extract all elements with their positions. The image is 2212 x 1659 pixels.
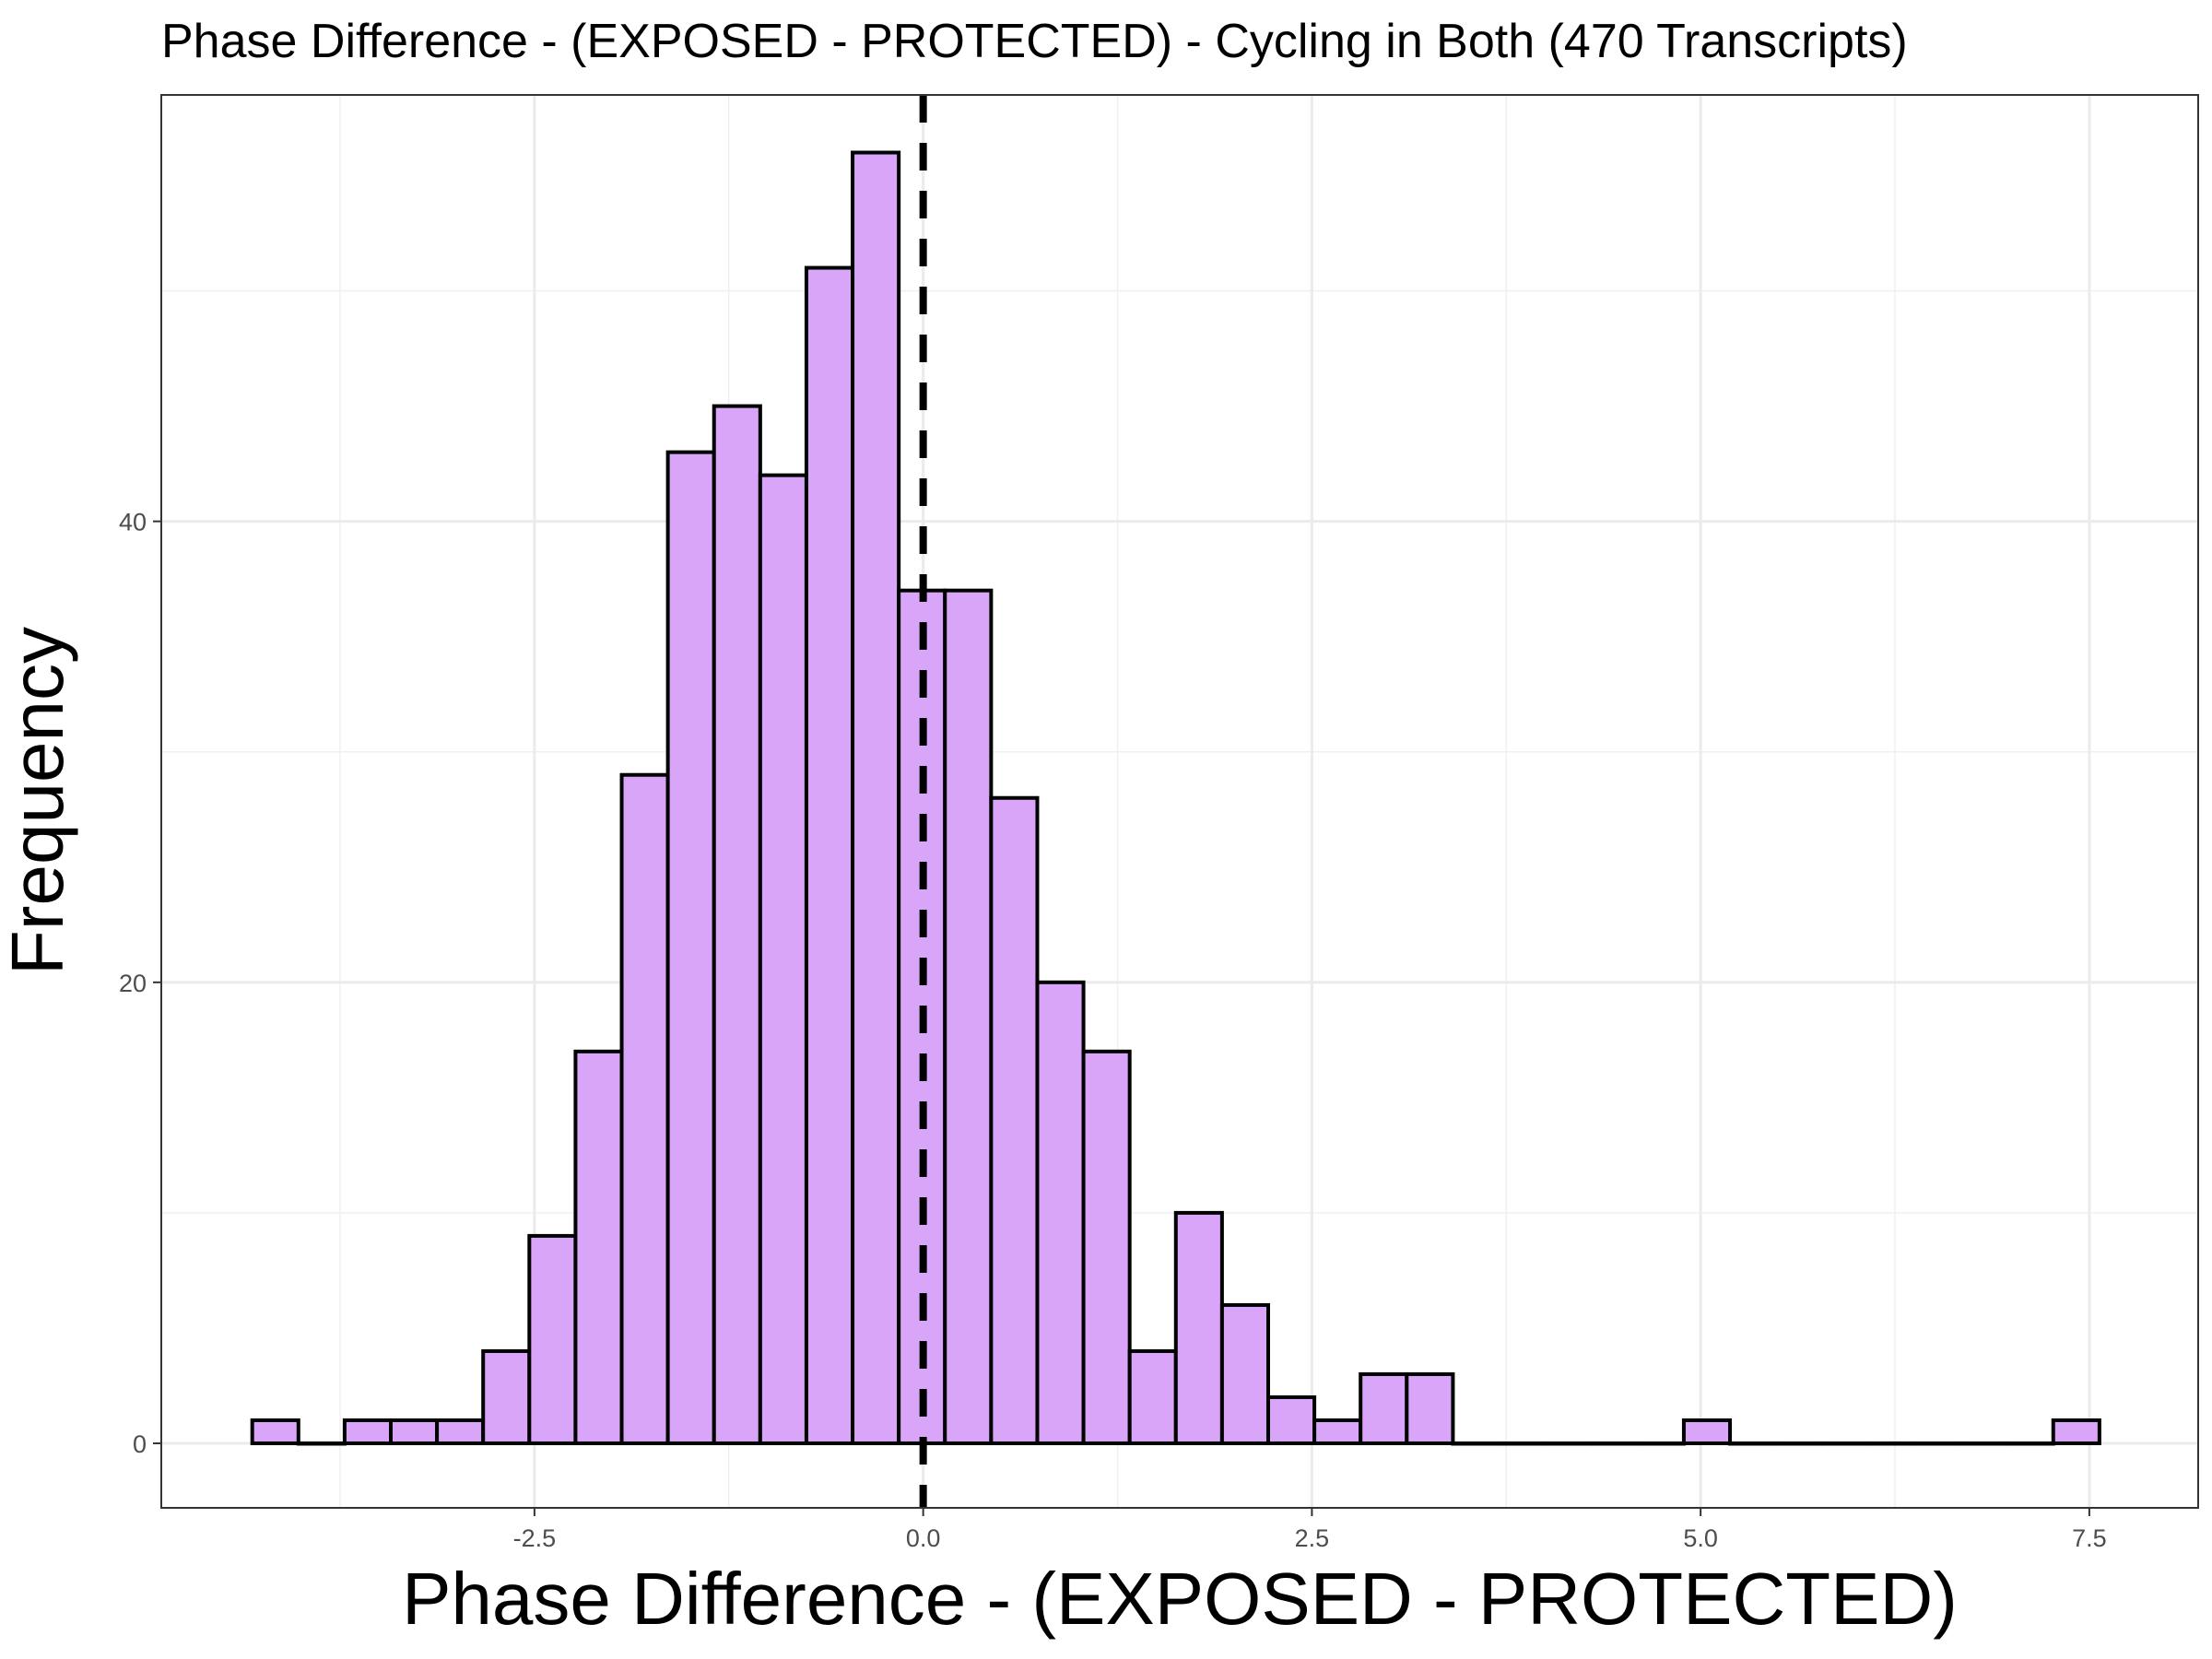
histogram-bar xyxy=(712,404,762,1445)
x-axis-ticks: -2.5 0.0 2.5 5.0 7.5 xyxy=(513,1508,2107,1552)
histogram-bar xyxy=(851,150,901,1445)
x-tick-label: 2.5 xyxy=(1295,1524,1330,1552)
histogram-bar xyxy=(1035,980,1086,1445)
chart-title: Phase Difference - (EXPOSED - PROTECTED)… xyxy=(161,15,1908,68)
histogram-bar xyxy=(1497,1441,1547,1446)
histogram-bar xyxy=(989,795,1040,1445)
histogram-bar xyxy=(296,1441,347,1446)
histogram-bar xyxy=(481,1348,532,1445)
histogram-bar xyxy=(1405,1371,1455,1445)
histogram-bar xyxy=(1265,1394,1317,1445)
histogram-bar xyxy=(573,1049,624,1445)
y-axis-label: Frequency xyxy=(0,627,78,975)
x-axis-label: Phase Difference - (EXPOSED - PROTECTED) xyxy=(402,1558,1958,1640)
histogram-bar xyxy=(342,1418,394,1445)
histogram-bar xyxy=(1081,1049,1132,1445)
histogram-bar xyxy=(1312,1418,1363,1445)
histogram-bar xyxy=(804,265,855,1445)
histogram-bar xyxy=(1451,1441,1501,1446)
x-tick-label: 7.5 xyxy=(2072,1524,2107,1552)
histogram-bar xyxy=(1219,1302,1270,1445)
histogram-bar xyxy=(527,1233,578,1445)
histogram-bar xyxy=(1589,1441,1640,1446)
histogram-bar xyxy=(389,1418,440,1445)
histogram-bar xyxy=(1635,1441,1686,1446)
histogram-bar xyxy=(1820,1441,1871,1446)
histogram-bar xyxy=(2051,1418,2101,1445)
histogram-bar xyxy=(1912,1441,1963,1446)
histogram-bar xyxy=(758,473,808,1445)
histogram-bar xyxy=(1543,1441,1594,1446)
histogram-bar xyxy=(1681,1418,1733,1445)
x-tick-label: -2.5 xyxy=(513,1524,557,1552)
panel-border xyxy=(160,94,2199,1509)
histogram-bar xyxy=(1959,1441,2009,1446)
histogram-bar xyxy=(1127,1348,1178,1445)
histogram-bar xyxy=(1173,1210,1224,1445)
y-tick-label: 40 xyxy=(119,509,147,536)
grid-lines xyxy=(161,95,2198,1508)
histogram-bar xyxy=(943,588,994,1445)
y-tick-label: 20 xyxy=(119,970,147,997)
histogram-bar xyxy=(1728,1441,1779,1446)
y-tick-label: 0 xyxy=(133,1430,147,1458)
histogram-bar xyxy=(435,1418,486,1445)
x-tick-label: 5.0 xyxy=(1683,1524,1718,1552)
y-axis-ticks: 0 20 40 xyxy=(119,509,161,1458)
histogram-bar xyxy=(665,450,716,1445)
histogram-bar xyxy=(1774,1441,1825,1446)
histogram-bar xyxy=(619,772,670,1445)
plot-area xyxy=(160,94,2199,1509)
histogram-bar xyxy=(250,1418,300,1445)
x-tick-label: 0.0 xyxy=(906,1524,941,1552)
histogram-bars xyxy=(250,150,2101,1446)
histogram-bar xyxy=(1866,1441,1917,1446)
histogram-bar xyxy=(2005,1441,2055,1446)
histogram-bar xyxy=(1359,1371,1409,1445)
